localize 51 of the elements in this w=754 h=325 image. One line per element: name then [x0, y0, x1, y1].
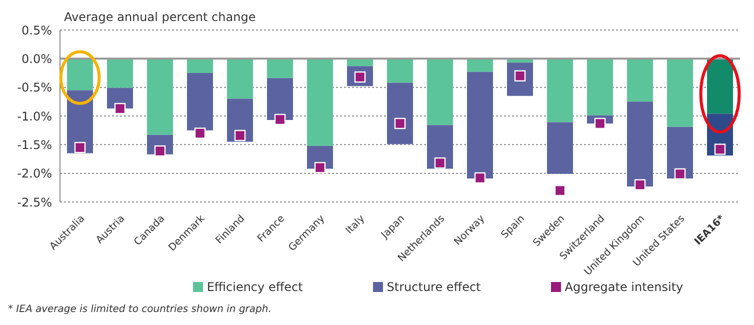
point	[594, 118, 606, 130]
point	[714, 144, 726, 155]
bar	[627, 58, 653, 102]
bar	[267, 78, 293, 120]
bar	[227, 58, 253, 99]
bar	[387, 82, 413, 144]
bar	[387, 58, 413, 83]
y-tick-label: -1.0%	[17, 109, 52, 124]
text: * IEA average is limited to countries shown in graph.	[8, 304, 272, 315]
point	[114, 102, 126, 114]
point	[274, 114, 286, 126]
bar	[667, 58, 693, 127]
legend-label: Structure effect	[386, 280, 481, 294]
bar	[267, 58, 293, 78]
legend-label: Aggregate intensity	[564, 280, 684, 294]
bar	[427, 58, 453, 126]
point	[394, 118, 406, 130]
point	[554, 184, 566, 196]
y-axis-title: Average annual percent change	[64, 10, 256, 24]
bar	[547, 122, 573, 174]
y-tick-label: 0.5%	[22, 23, 52, 38]
bar	[427, 125, 453, 169]
legend-label: Efficiency effect	[206, 280, 303, 294]
y-tick-label: -0.5%	[17, 80, 52, 95]
bar	[467, 58, 493, 72]
bar	[107, 58, 133, 88]
y-tick-label: -1.5%	[17, 138, 52, 152]
bar	[67, 58, 93, 90]
bar	[547, 58, 573, 122]
y-tick-label: -2.0%	[17, 166, 52, 181]
bar	[587, 58, 613, 116]
point	[434, 157, 446, 169]
bar	[147, 58, 173, 135]
point	[634, 179, 646, 190]
bar	[187, 73, 213, 130]
bar	[307, 58, 333, 146]
point	[314, 162, 326, 174]
bar	[667, 126, 693, 178]
point	[154, 145, 166, 157]
point	[674, 168, 686, 180]
point	[194, 128, 206, 139]
bar	[627, 102, 653, 187]
y-tick-label: -2.5%	[17, 195, 52, 210]
bar	[187, 58, 213, 73]
bar	[707, 58, 733, 114]
point	[474, 172, 486, 184]
point	[74, 142, 86, 154]
y-tick-label: 0.0%	[22, 52, 52, 66]
bar	[467, 72, 493, 178]
point	[234, 130, 246, 142]
bar	[227, 98, 253, 142]
